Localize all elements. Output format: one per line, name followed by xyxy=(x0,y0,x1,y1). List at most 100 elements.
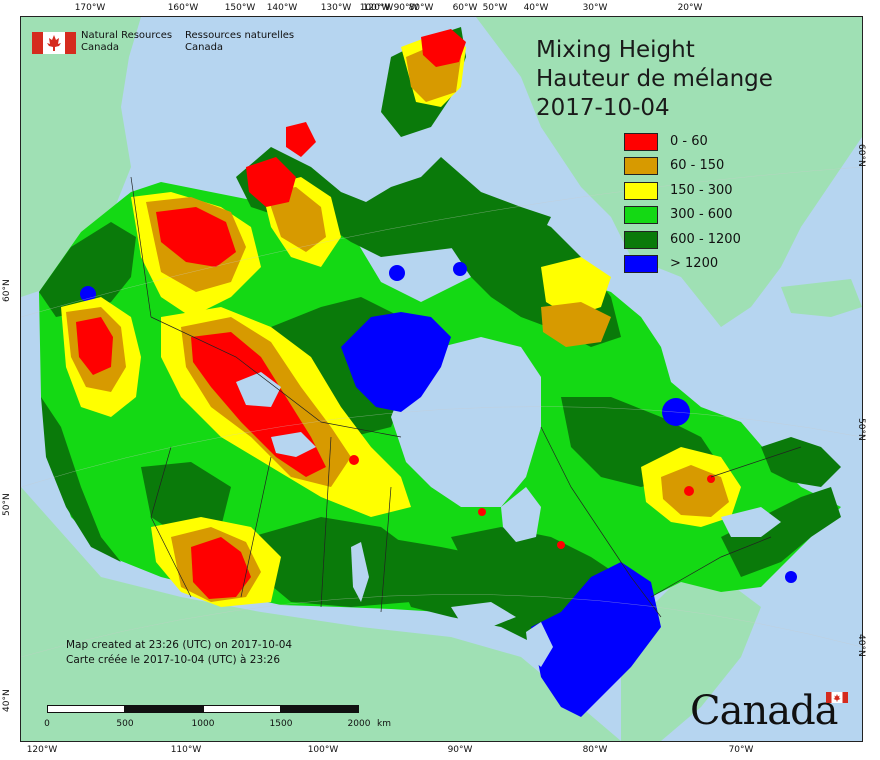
mixing-height-map xyxy=(21,17,862,741)
great-bear-lake xyxy=(236,372,281,407)
scale-label-1: 500 xyxy=(116,719,134,729)
tick-top-3: 140°W xyxy=(266,3,298,13)
tick-right-0: 60°N xyxy=(856,144,866,167)
gulf-st-lawrence xyxy=(721,507,781,537)
zone-over-1200-baffin-spot xyxy=(453,262,467,276)
legend-label-4: 600 - 1200 xyxy=(670,231,741,247)
scale-segment xyxy=(47,705,125,713)
zone-over-1200-nb-spot xyxy=(785,571,797,583)
scale-bar xyxy=(47,705,359,715)
title-english: Mixing Height xyxy=(536,37,695,63)
tick-bottom-1: 110°W xyxy=(170,745,202,755)
tick-bottom-4: 80°W xyxy=(582,745,608,755)
map-date: 2017-10-04 xyxy=(536,95,670,121)
zone-over-1200-north-spot xyxy=(389,265,405,281)
james-bay xyxy=(501,487,541,542)
zone-0-60-yukon xyxy=(156,207,236,267)
tick-bottom-0: 120°W xyxy=(26,745,58,755)
zone-0-60-spot-5 xyxy=(349,455,359,465)
scale-segment xyxy=(281,705,359,713)
tick-top-8: 80°W xyxy=(408,3,434,13)
legend-swatch-5 xyxy=(624,254,658,273)
tick-top-2: 150°W xyxy=(224,3,256,13)
lake-huron xyxy=(526,622,553,667)
zone-0-60-bc xyxy=(76,317,113,375)
tick-top-11: 40°W xyxy=(523,3,549,13)
tick-bottom-5: 70°W xyxy=(728,745,754,755)
zone-600-1200-newfoundland xyxy=(761,437,841,487)
tick-top-0: 170°W xyxy=(74,3,106,13)
zone-150-300-baffin xyxy=(541,257,611,317)
legend-label-5: > 1200 xyxy=(670,255,719,271)
map-title: Mixing Height Hauteur de mélange 2017-10… xyxy=(536,36,773,123)
zone-600-1200-bc-coast xyxy=(41,397,121,562)
scale-unit: km xyxy=(377,719,391,729)
zone-600-1200-prairie xyxy=(251,517,421,607)
agency-name-en: Natural Resources Canada xyxy=(81,30,191,54)
agency-en-line1: Natural Resources xyxy=(81,30,173,41)
zone-over-1200-ontario-south xyxy=(531,562,661,717)
great-slave-lake xyxy=(271,432,316,457)
canada-wordmark: Canada xyxy=(690,688,839,734)
tick-top-13: 20°W xyxy=(677,3,703,13)
zone-600-1200-ontario xyxy=(381,537,581,647)
legend-swatch-1 xyxy=(624,157,658,176)
scale-label-0: 0 xyxy=(44,719,50,729)
zone-600-1200-maritimes xyxy=(721,487,841,577)
scale-segment xyxy=(203,705,281,713)
map-canvas xyxy=(20,16,863,742)
tick-left-2: 40°N xyxy=(2,689,12,712)
scale-label-3: 1500 xyxy=(269,719,293,729)
tick-right-1: 50°N xyxy=(856,418,866,441)
tick-top-10: 50°W xyxy=(482,3,508,13)
zone-0-60-spot-3 xyxy=(478,508,486,516)
scale-segment xyxy=(125,705,203,713)
zone-0-60-banks xyxy=(286,122,316,157)
legend-swatch-3 xyxy=(624,206,658,225)
tick-top-5: 120°W xyxy=(362,3,394,13)
legend-label-1: 60 - 150 xyxy=(670,158,725,174)
graticule xyxy=(21,166,862,658)
tick-left-1: 50°N xyxy=(2,493,12,516)
title-french: Hauteur de mélange xyxy=(536,66,773,92)
tick-top-9: 60°W xyxy=(452,3,478,13)
credit-french: Carte créée le 2017-10-04 (UTC) à 23:26 xyxy=(66,654,281,666)
tick-bottom-3: 90°W xyxy=(447,745,473,755)
credit-english: Map created at 23:26 (UTC) on 2017-10-04 xyxy=(66,639,293,651)
legend-swatch-4 xyxy=(624,230,658,249)
legend-label-3: 300 - 600 xyxy=(670,207,733,223)
zone-600-1200-bc-interior xyxy=(141,462,231,537)
tick-top-4: 130°W xyxy=(320,3,352,13)
provincial-borders xyxy=(130,176,802,618)
alaska-land xyxy=(21,17,141,297)
greenland-land xyxy=(476,17,862,327)
agency-fr-line2: Canada xyxy=(185,42,224,53)
zone-0-60-ellesmere xyxy=(421,29,466,67)
tick-top-1: 160°W xyxy=(167,3,199,13)
canada-flag-icon xyxy=(32,32,76,54)
tick-left-0: 60°N xyxy=(2,279,12,302)
map-credit: Map created at 23:26 (UTC) on 2017-10-04… xyxy=(66,638,292,668)
iceland-land xyxy=(781,279,862,317)
legend-label-2: 150 - 300 xyxy=(670,182,733,198)
agency-fr-line1: Ressources naturelles xyxy=(185,30,295,41)
scale-label-4: 2000 xyxy=(347,719,371,729)
zone-0-60-arctic xyxy=(246,157,296,207)
scale-label-2: 1000 xyxy=(191,719,215,729)
tick-top-6: 100°W xyxy=(359,3,391,13)
zone-0-60-spot-4 xyxy=(557,541,565,549)
tick-bottom-2: 100°W xyxy=(307,745,339,755)
zone-0-60-spot-2 xyxy=(707,475,715,483)
tick-top-12: 30°W xyxy=(582,3,608,13)
zone-0-60-spot-1 xyxy=(684,486,694,496)
legend-label-0: 0 - 60 xyxy=(670,134,708,149)
zone-0-60-prairie xyxy=(191,537,251,599)
wordmark-flag-icon xyxy=(826,692,848,703)
zone-over-1200-yukon-spot xyxy=(80,286,96,302)
usa-land xyxy=(21,487,621,741)
zone-60-150-baffin xyxy=(541,302,611,347)
legend-swatch-2 xyxy=(624,181,658,200)
lake-superior xyxy=(451,602,516,627)
lake-winnipeg xyxy=(351,542,369,602)
